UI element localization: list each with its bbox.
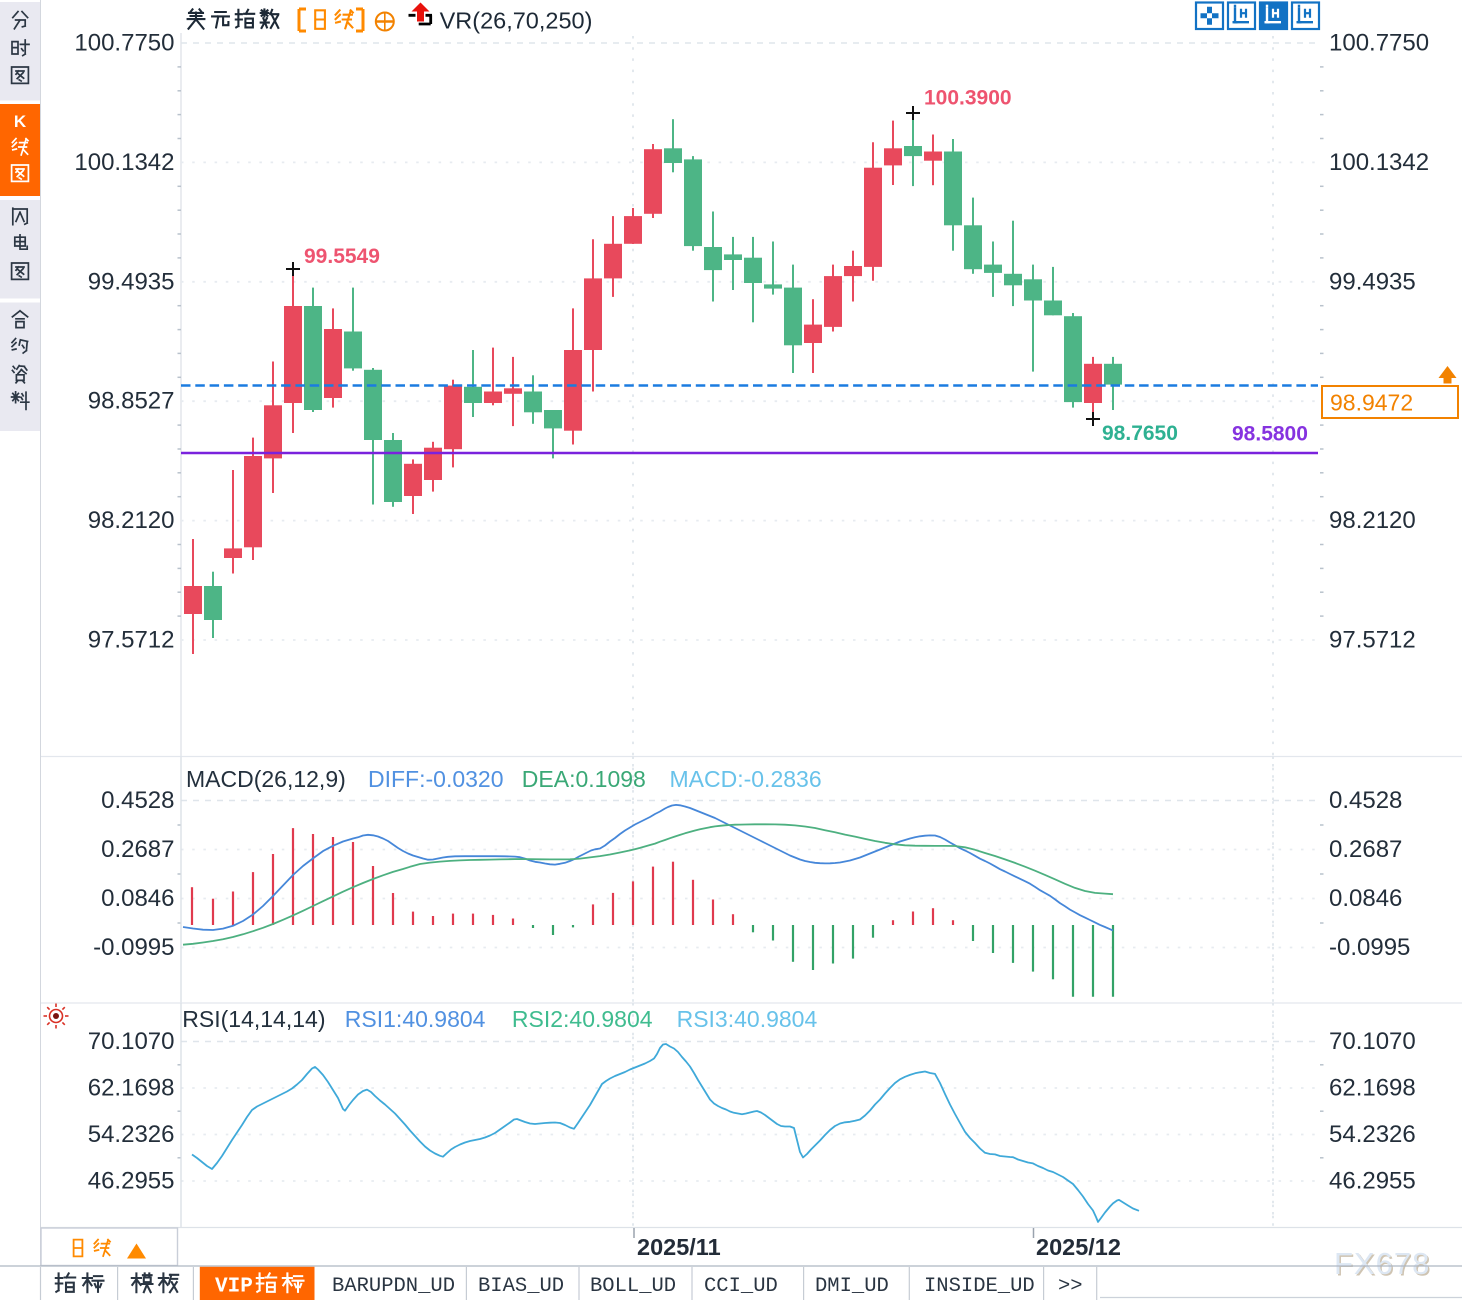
svg-text:98.9472: 98.9472 xyxy=(1330,390,1413,416)
svg-text:RSI3:40.9804: RSI3:40.9804 xyxy=(677,1006,818,1032)
svg-text:54.2326: 54.2326 xyxy=(88,1121,175,1148)
svg-text:100.7750: 100.7750 xyxy=(1329,30,1429,57)
svg-text:2025/12: 2025/12 xyxy=(1036,1234,1121,1260)
svg-text:46.2955: 46.2955 xyxy=(1329,1168,1416,1195)
svg-text:-0.0995: -0.0995 xyxy=(93,934,174,961)
svg-text:K: K xyxy=(14,112,27,131)
svg-text:FX678: FX678 xyxy=(1334,1246,1430,1281)
svg-text:BIAS_UD: BIAS_UD xyxy=(478,1275,564,1298)
svg-text:0.2687: 0.2687 xyxy=(1329,836,1402,863)
svg-text:VR(26,70,250): VR(26,70,250) xyxy=(440,8,593,34)
svg-text:RSI(14,14,14): RSI(14,14,14) xyxy=(182,1006,325,1032)
svg-text:0.0846: 0.0846 xyxy=(1329,885,1402,912)
svg-text:0.4528: 0.4528 xyxy=(1329,787,1402,814)
svg-text:97.5712: 97.5712 xyxy=(1329,627,1416,654)
svg-text:100.7750: 100.7750 xyxy=(74,30,174,57)
svg-text:0.2687: 0.2687 xyxy=(101,836,174,863)
svg-text:70.1070: 70.1070 xyxy=(1329,1028,1416,1055)
svg-text:0.4528: 0.4528 xyxy=(101,787,174,814)
svg-text:98.8527: 98.8527 xyxy=(88,388,175,415)
svg-text:VIP: VIP xyxy=(215,1276,253,1299)
svg-text:FX678: FX678 xyxy=(1336,1248,1432,1283)
svg-text:2025/11: 2025/11 xyxy=(637,1234,721,1260)
svg-text:62.1698: 62.1698 xyxy=(1329,1075,1416,1102)
svg-text:100.3900: 100.3900 xyxy=(924,87,1012,110)
svg-text:100.1342: 100.1342 xyxy=(1329,149,1429,176)
svg-text:-0.0995: -0.0995 xyxy=(1329,934,1410,961)
svg-text:98.5800: 98.5800 xyxy=(1232,423,1308,446)
svg-text:DEA:0.1098: DEA:0.1098 xyxy=(522,766,646,792)
svg-text:46.2955: 46.2955 xyxy=(88,1168,175,1195)
svg-text:DMI_UD: DMI_UD xyxy=(815,1275,889,1298)
svg-text:62.1698: 62.1698 xyxy=(88,1075,175,1102)
svg-text:INSIDE_UD: INSIDE_UD xyxy=(924,1275,1035,1298)
svg-text:98.2120: 98.2120 xyxy=(1329,507,1416,534)
svg-text:70.1070: 70.1070 xyxy=(88,1028,175,1055)
svg-text:99.4935: 99.4935 xyxy=(1329,268,1416,295)
svg-text:BOLL_UD: BOLL_UD xyxy=(590,1275,676,1298)
svg-text:MACD(26,12,9): MACD(26,12,9) xyxy=(186,766,346,792)
svg-text:0.0846: 0.0846 xyxy=(101,885,174,912)
svg-text:CCI_UD: CCI_UD xyxy=(704,1275,778,1298)
svg-text:99.5549: 99.5549 xyxy=(304,245,380,268)
svg-text:DIFF:-0.0320: DIFF:-0.0320 xyxy=(368,766,504,792)
svg-text:98.7650: 98.7650 xyxy=(1102,422,1178,445)
svg-text:99.4935: 99.4935 xyxy=(88,268,175,295)
svg-text:54.2326: 54.2326 xyxy=(1329,1121,1416,1148)
svg-text:MACD:-0.2836: MACD:-0.2836 xyxy=(670,766,822,792)
svg-text:RSI2:40.9804: RSI2:40.9804 xyxy=(512,1006,653,1032)
svg-text:RSI1:40.9804: RSI1:40.9804 xyxy=(345,1006,486,1032)
svg-text:98.2120: 98.2120 xyxy=(88,507,175,534)
svg-text:97.5712: 97.5712 xyxy=(88,627,175,654)
svg-text:BARUPDN_UD: BARUPDN_UD xyxy=(332,1275,455,1298)
svg-text:100.1342: 100.1342 xyxy=(74,149,174,176)
svg-text:>>: >> xyxy=(1058,1275,1083,1298)
